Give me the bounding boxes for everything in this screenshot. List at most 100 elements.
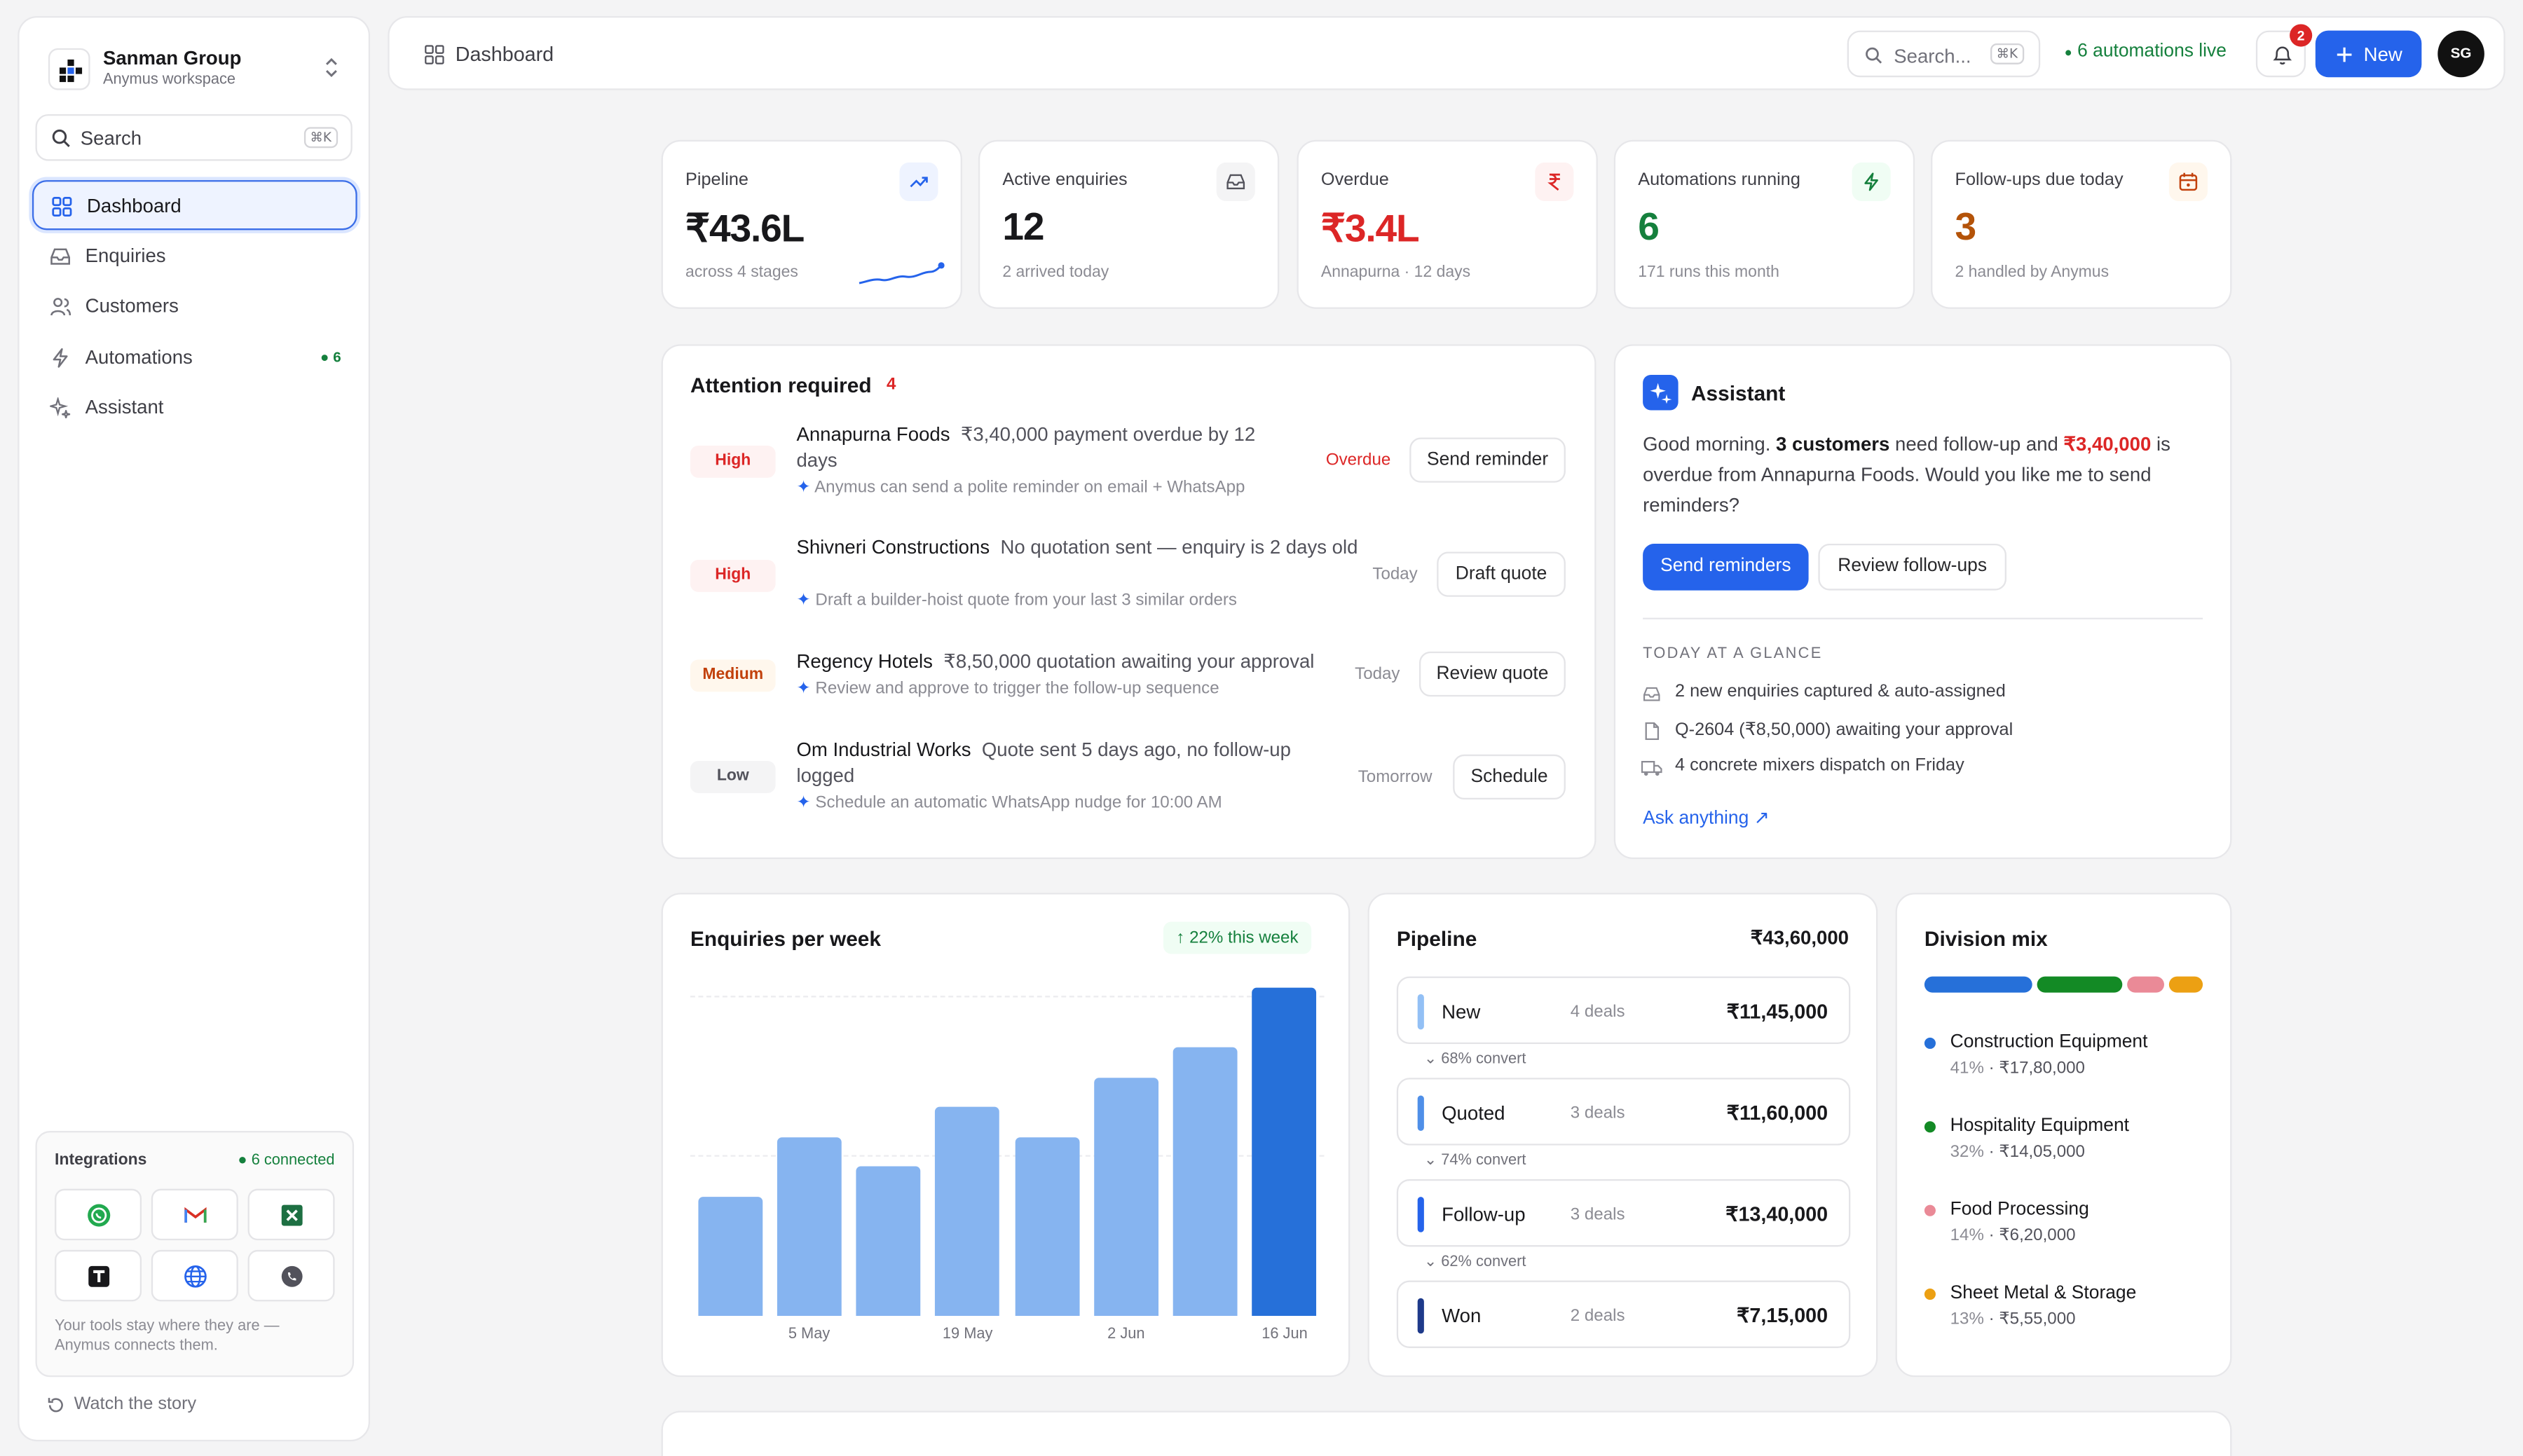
stat-icon-box [899, 162, 938, 201]
chart-gridline [690, 996, 1325, 998]
sidebar-item-automations[interactable]: Automations ● 6 [32, 333, 357, 383]
stat-icon-box [2168, 162, 2208, 201]
chart-bar[interactable] [1172, 1046, 1238, 1317]
chart-bar[interactable] [935, 1106, 1000, 1317]
chart-bar[interactable] [1093, 1078, 1158, 1317]
lightning-icon [1864, 172, 1878, 191]
division-share: 32% · ₹14,05,000 [1950, 1142, 2085, 1162]
sidebar-search[interactable]: Search ⌘K [35, 114, 353, 161]
workspace-switcher-icon[interactable] [322, 56, 341, 78]
pipeline-panel: Pipeline ₹43,60,000 New 4 deals ₹11,45,0… [1367, 893, 1878, 1378]
pipeline-title: Pipeline [1396, 926, 1477, 951]
attention-desc: ₹8,50,000 quotation awaiting your approv… [943, 650, 1315, 673]
notifications-button[interactable]: 2 [2255, 24, 2313, 78]
stage-amount: ₹11,60,000 [1726, 1101, 1828, 1125]
company-name: Om Industrial Works [796, 738, 971, 761]
attention-hint: ✦ Draft a builder-hoist quote from your … [796, 590, 1238, 610]
chevron-down-icon: ⌄ [1423, 1050, 1437, 1069]
chart-bar[interactable] [1014, 1137, 1079, 1317]
stage-name: Quoted [1442, 1101, 1505, 1125]
sparkle-icon [50, 397, 71, 418]
stat-value: 3 [1955, 205, 1977, 249]
attention-text: Shivneri Constructions No quotation sent… [796, 534, 1360, 560]
sidebar-item-dashboard[interactable]: Dashboard [32, 180, 357, 231]
send-reminders-button[interactable]: Send reminders [1643, 544, 1809, 591]
attention-status: Tomorrow [1358, 767, 1433, 787]
sidebar-item-enquiries[interactable]: Enquiries [32, 232, 357, 282]
chart-bar[interactable] [777, 1137, 842, 1317]
search-icon [1866, 47, 1882, 64]
stage-accent [1417, 994, 1424, 1030]
integration-gmail[interactable] [151, 1188, 238, 1241]
stat-icon-box [1216, 162, 1255, 201]
divider [1643, 617, 2203, 619]
chart-trend-badge: ↑ 22% this week [1163, 921, 1311, 954]
chart-x-tick: 2 Jun [1107, 1325, 1145, 1344]
stat-card-active-enquiries[interactable]: Active enquiries 12 2 arrived today [978, 139, 1280, 309]
stat-sub: 2 handled by Anymus [1955, 263, 2110, 282]
stat-icon-box [1535, 162, 1574, 201]
review-quote-button[interactable]: Review quote [1418, 651, 1566, 697]
stage-amount: ₹13,40,000 [1725, 1203, 1828, 1226]
chart-bar[interactable] [1252, 987, 1317, 1317]
pipeline-stage-quoted[interactable]: Quoted 3 deals ₹11,60,000 [1396, 1078, 1851, 1146]
division-mix-panel: Division mix Construction Equipment 41% … [1895, 893, 2232, 1378]
sidebar-item-customers[interactable]: Customers [32, 282, 357, 331]
stat-card-overdue[interactable]: Overdue ₹3.4L Annapurna · 12 days [1297, 139, 1598, 309]
integrations-note: Your tools stay where they are — Anymus … [55, 1317, 280, 1355]
attention-text: Om Industrial Works Quote sent 5 days ag… [796, 737, 1343, 788]
attention-status: Overdue [1325, 450, 1391, 470]
chart-bar[interactable] [697, 1197, 763, 1317]
integration-phone[interactable] [247, 1249, 335, 1302]
integrations-connected: ● 6 connected [238, 1151, 335, 1170]
stage-accent [1417, 1095, 1424, 1132]
stat-card-follow-ups[interactable]: Follow-ups due today 3 2 handled by Anym… [1931, 139, 2232, 309]
lightning-icon [53, 348, 68, 368]
chart-bar[interactable] [856, 1165, 921, 1317]
attention-desc: Quote sent 5 days ago, no follow-up logg… [796, 738, 1291, 787]
division-name: Sheet Metal & Storage [1950, 1284, 2137, 1303]
division-share: 13% · ₹5,55,000 [1950, 1309, 2076, 1329]
chart-gridline [690, 1155, 1325, 1158]
draft-quote-button[interactable]: Draft quote [1437, 551, 1566, 597]
glance-item: 2 new enquiries captured & auto-assigned [1675, 682, 2006, 702]
automations-live-status[interactable]: ● 6 automations live [2064, 41, 2227, 62]
assistant-logo [1643, 374, 1678, 411]
inbox-icon [1226, 174, 1245, 190]
pipeline-stage-new[interactable]: New 4 deals ₹11,45,000 [1396, 976, 1851, 1045]
integrations-title: Integrations [55, 1151, 147, 1170]
calendar-icon [2179, 172, 2198, 191]
division-mix-bar [1924, 976, 2203, 993]
excel-icon [281, 1204, 303, 1226]
new-button[interactable]: New [2315, 30, 2422, 78]
integration-website[interactable] [151, 1249, 238, 1302]
stat-value: 12 [1002, 205, 1044, 249]
stat-card-automations-running[interactable]: Automations running 6 171 runs this mont… [1613, 139, 1915, 309]
stat-sub: across 4 stages [685, 263, 798, 282]
pipeline-stage-won[interactable]: Won 2 deals ₹7,15,000 [1396, 1280, 1851, 1348]
integration-whatsapp[interactable] [55, 1188, 142, 1241]
attention-count: 4 [887, 374, 896, 394]
review-follow-ups-button[interactable]: Review follow-ups [1818, 544, 2006, 591]
sidebar-item-label: Customers [85, 294, 179, 317]
attention-hint: ✦ Anymus can send a polite reminder on e… [796, 477, 1245, 497]
priority-badge: High [690, 559, 776, 592]
workspace-name[interactable]: Sanman Group [102, 46, 242, 69]
pipeline-stage-follow-up[interactable]: Follow-up 3 deals ₹13,40,000 [1396, 1179, 1851, 1247]
integration-tally[interactable] [55, 1249, 142, 1302]
stat-title: Overdue [1320, 170, 1389, 190]
sidebar-item-assistant[interactable]: Assistant [32, 383, 357, 432]
stage-conversion: ⌄ 62% convert [1423, 1253, 1526, 1271]
stat-card-pipeline[interactable]: Pipeline ₹43.6L across 4 stages [661, 139, 962, 309]
attention-desc: No quotation sent — enquiry is 2 days ol… [1000, 535, 1358, 558]
send-reminder-button[interactable]: Send reminder [1409, 437, 1566, 483]
ask-anything-link[interactable]: Ask anything ↗ [1643, 809, 1770, 829]
schedule-button[interactable]: Schedule [1453, 754, 1566, 800]
integration-excel[interactable] [247, 1188, 335, 1241]
attention-title: Attention required [690, 373, 872, 398]
global-search[interactable]: Search... ⌘K [1847, 30, 2041, 78]
stat-sub: 2 arrived today [1002, 263, 1109, 282]
priority-badge: Medium [690, 659, 776, 692]
avatar[interactable]: SG [2437, 30, 2484, 78]
attention-text: Annapurna Foods ₹3,40,000 payment overdu… [796, 422, 1279, 473]
